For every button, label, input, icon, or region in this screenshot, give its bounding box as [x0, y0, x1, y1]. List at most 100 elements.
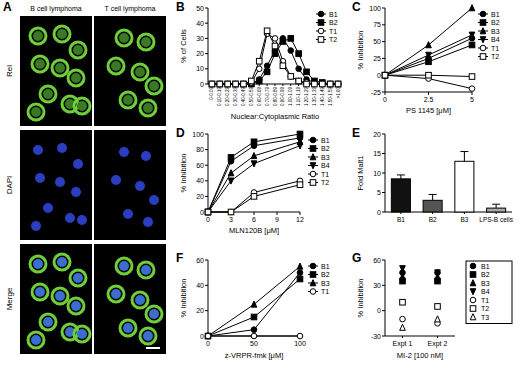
panel-letter: A	[3, 0, 12, 14]
plot-area	[400, 266, 441, 331]
x-tick-label: 1.50-1.59	[328, 87, 333, 107]
legend-label: T1	[491, 45, 499, 52]
x-axis	[385, 336, 455, 337]
x-tick	[472, 92, 473, 95]
series-line	[212, 38, 338, 84]
x-tick-label: 0.30-0.39	[233, 87, 238, 107]
legend-label: B4	[491, 36, 500, 43]
series-line	[208, 279, 300, 336]
y-tick-label: 60	[196, 257, 204, 264]
cell-rel	[120, 320, 136, 336]
cell-rel-fill	[135, 67, 145, 77]
y-axis-label: % Inhibition	[179, 279, 188, 318]
cell-rel-fill	[73, 45, 83, 55]
legend-marker	[480, 37, 486, 43]
y-tick-label: -30	[371, 333, 381, 340]
marker	[426, 72, 432, 78]
x-tick-label: 0.60-0.69	[257, 87, 262, 107]
legend-marker	[470, 263, 476, 269]
cell-rel	[132, 292, 148, 308]
marker	[304, 69, 310, 75]
legend-label: B2	[321, 271, 330, 278]
marker	[233, 81, 239, 87]
marker	[209, 81, 215, 87]
cell-rel	[70, 270, 86, 286]
legend-label: B4	[481, 288, 490, 295]
series-line	[385, 8, 472, 75]
x-axis-label: z-VRPR-fmk [μM]	[225, 351, 283, 360]
marker	[225, 81, 231, 87]
marker	[319, 81, 325, 87]
legend-label: T2	[481, 305, 489, 312]
marker	[225, 81, 231, 87]
y-axis	[208, 8, 209, 84]
marker	[228, 155, 234, 161]
y-tick-label: 40	[196, 282, 204, 289]
legend-marker	[470, 272, 476, 278]
legend-label: B3	[321, 280, 330, 287]
micrograph	[20, 244, 92, 354]
cell-rel	[116, 30, 132, 46]
marker	[296, 78, 302, 84]
cell-nucleus	[73, 273, 83, 283]
cell-nucleus	[35, 287, 45, 297]
y-tick	[382, 24, 385, 25]
marker	[249, 78, 255, 84]
cell-nucleus	[57, 257, 67, 267]
y-tick-label: 60	[373, 257, 381, 264]
legend-label: T2	[329, 36, 337, 43]
marker	[297, 182, 303, 188]
chart-5: G-3003060Expt 1Expt 2% InhibitionMI-2 [1…	[352, 251, 512, 360]
marker	[251, 327, 257, 333]
marker	[469, 5, 475, 11]
x-tick-label: 0	[383, 96, 387, 103]
panel-letter: D	[176, 126, 185, 140]
cell-rel	[108, 286, 124, 302]
cell-rel-fill	[71, 73, 81, 83]
x-tick	[259, 84, 260, 86]
series-line	[385, 35, 472, 75]
series-line	[208, 181, 300, 212]
x-tick	[428, 92, 429, 95]
cell-rel	[28, 104, 44, 120]
x-tick-label: 0	[206, 216, 210, 223]
y-tick	[205, 38, 208, 39]
legend-label: T3	[481, 314, 489, 321]
legend-label: B1	[491, 11, 500, 18]
y-axis-label: % Inhibition	[356, 31, 365, 70]
x-tick-label: 0	[206, 340, 210, 347]
legend-label: B2	[329, 19, 338, 26]
marker	[251, 333, 257, 339]
marker	[205, 209, 211, 215]
cell-nucleus	[143, 217, 153, 227]
marker	[297, 333, 303, 339]
y-tick-label: 60	[196, 162, 204, 169]
marker	[297, 131, 303, 137]
cell-rel-fill	[143, 103, 153, 113]
panel-letter: F	[176, 251, 183, 265]
series-line	[208, 134, 300, 212]
cell-rel	[116, 258, 132, 274]
marker	[382, 72, 388, 78]
y-tick-label: 40	[196, 20, 204, 27]
marker	[256, 78, 262, 84]
legend-label: B3	[491, 28, 500, 35]
error-bar	[400, 175, 401, 179]
marker	[435, 270, 441, 276]
x-tick	[290, 84, 291, 86]
cell-rel	[120, 92, 136, 108]
cell-rel	[146, 306, 162, 322]
marker	[327, 81, 333, 87]
error-bar	[432, 194, 433, 200]
legend-marker	[310, 146, 316, 152]
y-tick-label: 75	[373, 21, 381, 28]
marker	[228, 209, 234, 215]
cell-nucleus	[77, 215, 87, 225]
marker	[335, 81, 341, 87]
marker	[217, 81, 223, 87]
cell-rel	[54, 26, 70, 42]
plot-area	[382, 5, 475, 92]
marker	[272, 36, 278, 42]
marker	[241, 81, 247, 87]
error-cap	[460, 151, 468, 152]
